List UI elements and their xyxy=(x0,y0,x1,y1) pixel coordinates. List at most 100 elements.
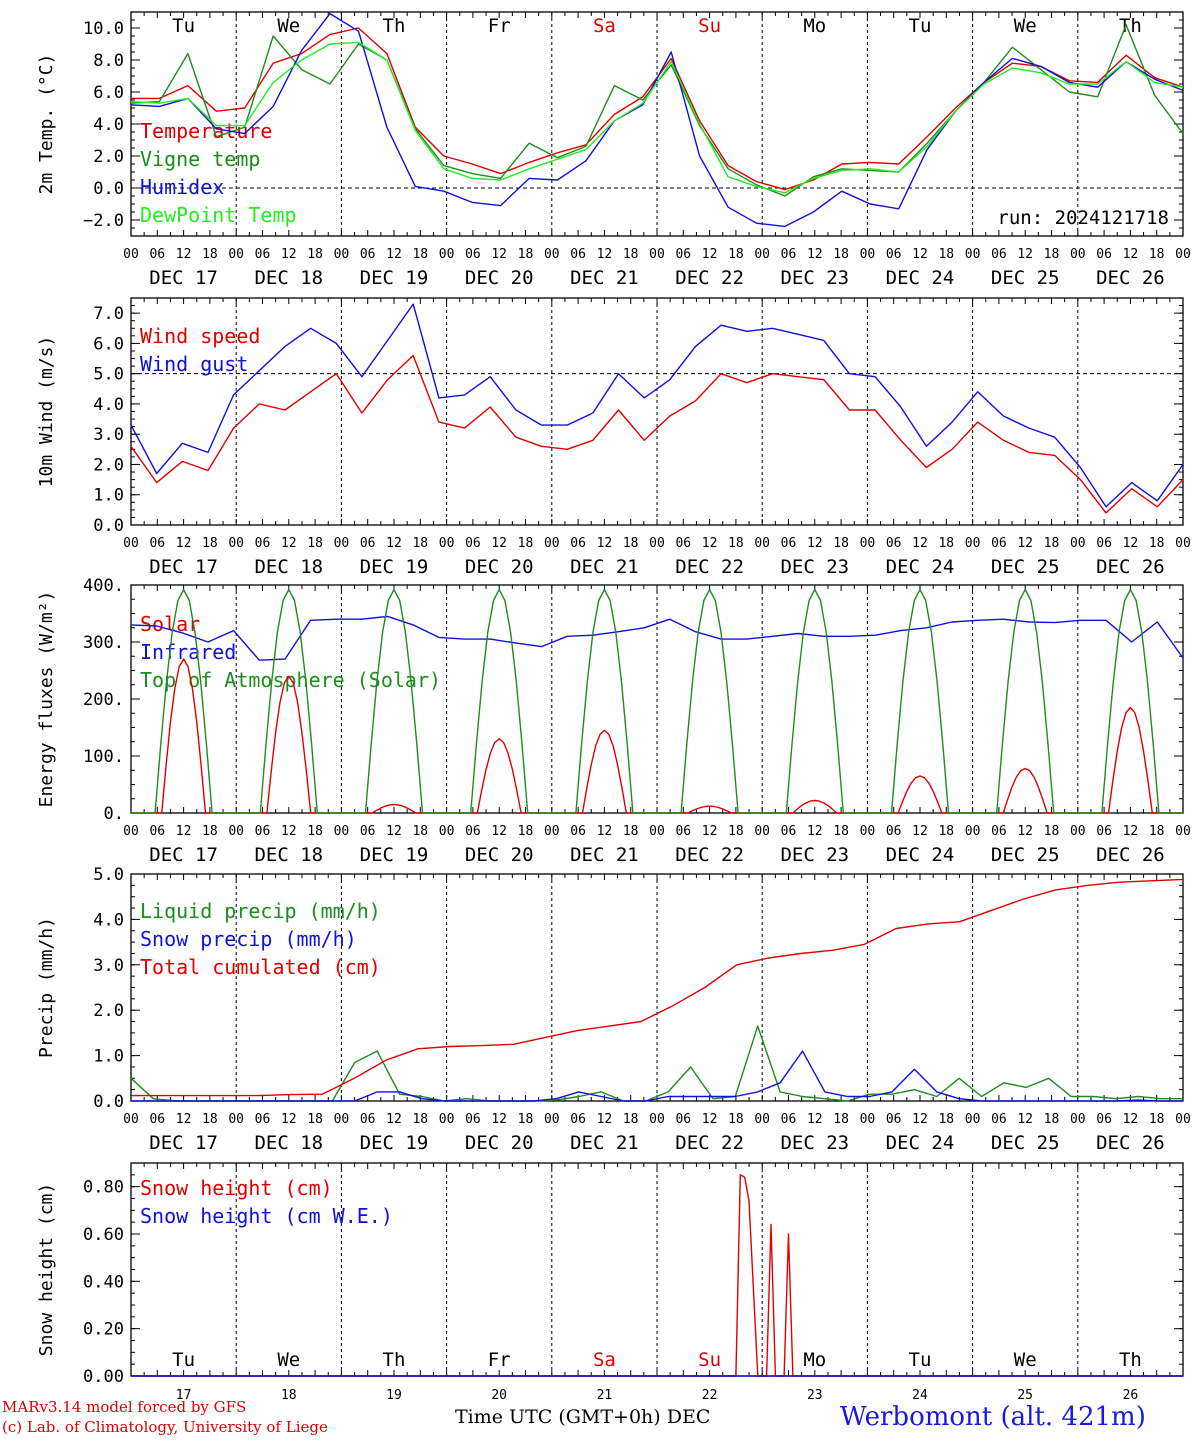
date-label: DEC 22 xyxy=(675,844,744,866)
hour-tick-label: 12 xyxy=(912,536,928,551)
hour-tick-label: 00 xyxy=(965,824,981,839)
y-tick-label: 6.0 xyxy=(93,334,124,354)
y-axis-label: Snow height (cm) xyxy=(36,1183,57,1356)
hour-tick-label: 06 xyxy=(149,536,165,551)
legend-entry: Total cumulated (cm) xyxy=(140,955,381,979)
hour-tick-label: 06 xyxy=(570,536,586,551)
weekday-label: Sa xyxy=(593,15,616,37)
hour-tick-label: 18 xyxy=(202,824,218,839)
hour-tick-label: 12 xyxy=(1123,1112,1139,1127)
weekday-label: Th xyxy=(383,15,406,37)
hour-tick-label: 00 xyxy=(544,536,560,551)
panel-4: 0.0 1.0 2.0 3.0 4.0 5.0 Precip (mm/h) 00 06 12 18 0… xyxy=(36,865,1191,1154)
hour-tick-label: 18 xyxy=(307,1112,323,1127)
hour-tick-label: 06 xyxy=(1096,536,1112,551)
hour-tick-label: 12 xyxy=(597,247,613,262)
hour-tick-label: 00 xyxy=(439,536,455,551)
legend-entry: Infrared xyxy=(140,640,236,664)
time-axis-label: Time UTC (GMT+0h) DEC xyxy=(455,1406,711,1428)
hour-tick-label: 00 xyxy=(965,247,981,262)
hour-tick-label: 00 xyxy=(649,536,665,551)
date-label: DEC 21 xyxy=(570,556,639,578)
day-number-label: 24 xyxy=(912,1388,928,1403)
date-label: DEC 18 xyxy=(254,267,323,289)
y-tick-label: 0.60 xyxy=(83,1225,124,1245)
weekday-label: Fr xyxy=(488,1349,511,1371)
hour-tick-label: 00 xyxy=(544,1112,560,1127)
day-number-label: 22 xyxy=(702,1388,718,1403)
date-label: DEC 17 xyxy=(149,556,218,578)
hour-tick-label: 06 xyxy=(1096,247,1112,262)
hour-tick-label: 06 xyxy=(781,247,797,262)
weekday-label: Tu xyxy=(909,1349,932,1371)
hour-tick-label: 00 xyxy=(1070,824,1086,839)
date-label: DEC 17 xyxy=(149,267,218,289)
y-tick-label: 8.0 xyxy=(93,51,124,71)
hour-tick-label: 12 xyxy=(597,1112,613,1127)
hour-tick-label: 06 xyxy=(465,1112,481,1127)
hour-tick-label: 12 xyxy=(1123,247,1139,262)
date-label: DEC 17 xyxy=(149,1132,218,1154)
hour-tick-label: 12 xyxy=(386,247,402,262)
hour-tick-label: 12 xyxy=(807,824,823,839)
hour-tick-label: 12 xyxy=(597,824,613,839)
hour-tick-label: 00 xyxy=(334,824,350,839)
hour-tick-label: 18 xyxy=(1149,247,1165,262)
date-label: DEC 19 xyxy=(360,1132,429,1154)
series-line-wind-gust xyxy=(130,303,1184,508)
hour-tick-label: 18 xyxy=(938,1112,954,1127)
hour-tick-label: 00 xyxy=(754,247,770,262)
hour-tick-label: 12 xyxy=(702,824,718,839)
series-line-humidex xyxy=(130,12,1184,228)
hour-tick-label: 00 xyxy=(860,536,876,551)
date-label: DEC 26 xyxy=(1096,267,1165,289)
y-tick-label: 2.0 xyxy=(93,455,124,475)
hour-tick-label: 00 xyxy=(649,824,665,839)
day-number-label: 20 xyxy=(491,1388,507,1403)
hour-tick-label: 18 xyxy=(202,247,218,262)
legend-entry: Snow precip (mm/h) xyxy=(140,927,357,951)
hour-tick-label: 18 xyxy=(938,247,954,262)
date-label: DEC 19 xyxy=(360,556,429,578)
y-tick-label: 4.0 xyxy=(93,115,124,135)
hour-tick-label: 00 xyxy=(228,824,244,839)
hour-tick-label: 06 xyxy=(360,247,376,262)
hour-tick-label: 12 xyxy=(281,247,297,262)
weekday-label: We xyxy=(277,1349,300,1371)
hour-tick-label: 18 xyxy=(833,247,849,262)
date-label: DEC 20 xyxy=(465,844,534,866)
hour-tick-label: 12 xyxy=(702,1112,718,1127)
station-title: Werbomont (alt. 421m) xyxy=(840,1402,1146,1432)
hour-tick-label: 12 xyxy=(491,1112,507,1127)
date-label: DEC 22 xyxy=(675,1132,744,1154)
hour-tick-label: 00 xyxy=(544,824,560,839)
hour-tick-label: 06 xyxy=(675,824,691,839)
day-number-label: 23 xyxy=(807,1388,823,1403)
y-tick-label: 4.0 xyxy=(93,910,124,930)
hour-tick-label: 12 xyxy=(491,824,507,839)
hour-tick-label: 00 xyxy=(860,1112,876,1127)
hour-tick-label: 18 xyxy=(412,247,428,262)
y-tick-label: 200. xyxy=(83,690,124,710)
weekday-label: Mo xyxy=(803,1349,826,1371)
hour-tick-label: 06 xyxy=(465,247,481,262)
hour-tick-label: 12 xyxy=(1017,1112,1033,1127)
date-label: DEC 18 xyxy=(254,556,323,578)
hour-tick-label: 12 xyxy=(176,1112,192,1127)
hour-tick-label: 06 xyxy=(781,536,797,551)
hour-tick-label: 06 xyxy=(465,824,481,839)
hour-tick-label: 00 xyxy=(754,536,770,551)
hour-tick-label: 12 xyxy=(1123,536,1139,551)
series-line-top-of-atmosphere-solar- xyxy=(131,588,1183,814)
date-label: DEC 25 xyxy=(991,844,1060,866)
hour-tick-label: 00 xyxy=(123,536,139,551)
legend-entry: Temperature xyxy=(140,119,272,143)
hour-tick-label: 12 xyxy=(386,536,402,551)
day-number-label: 19 xyxy=(386,1388,402,1403)
hour-tick-label: 00 xyxy=(860,824,876,839)
hour-tick-label: 06 xyxy=(675,247,691,262)
hour-tick-label: 06 xyxy=(570,824,586,839)
hour-tick-label: 06 xyxy=(781,1112,797,1127)
hour-tick-label: 18 xyxy=(1044,824,1060,839)
panel-3: 0. 100. 200. 300. 400. Energy fluxes (W/m²) 00… xyxy=(36,576,1191,866)
